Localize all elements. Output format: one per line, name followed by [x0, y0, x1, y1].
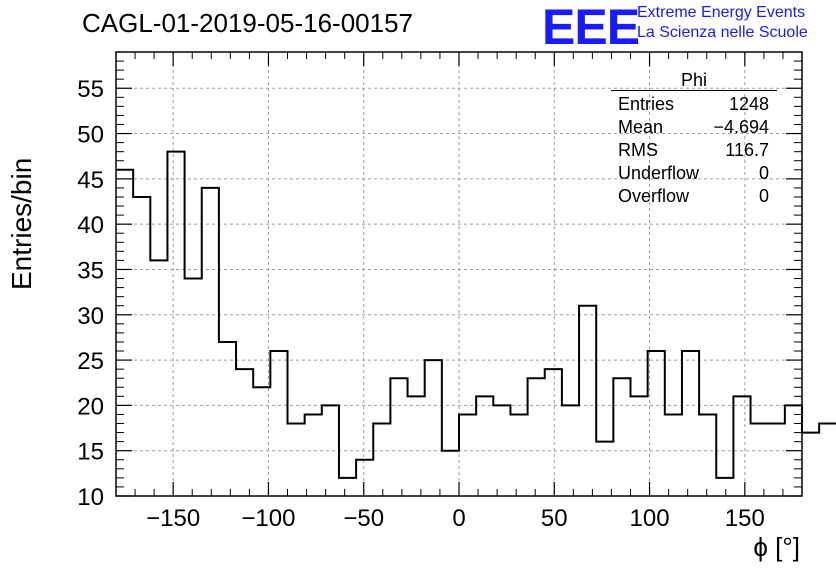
histogram-line [116, 150, 836, 479]
x-axis-label: ϕ [°] [753, 532, 800, 562]
stats-value: 116.7 [725, 140, 769, 160]
stats-value: −4.694 [713, 117, 769, 137]
x-tick-label: 150 [725, 505, 765, 532]
axis-ticks [115, 51, 803, 497]
y-tick-label: 55 [77, 76, 104, 103]
x-tick-label: 100 [630, 505, 670, 532]
y-tick-label: 20 [77, 393, 104, 420]
y-tick-labels: 10 15 20 25 30 35 40 45 50 55 [77, 76, 104, 511]
chart-title: CAGL-01-2019-05-16-00157 [82, 8, 413, 38]
eee-logo: EEE [542, 0, 640, 55]
y-tick-label: 15 [77, 439, 104, 466]
stats-row-rms: RMS 116.7 [611, 139, 777, 162]
stats-row-overflow: Overflow 0 [611, 185, 777, 208]
stats-separator [611, 90, 777, 91]
stats-value: 0 [758, 186, 769, 206]
stats-label: Mean [618, 117, 664, 137]
stats-label: RMS [618, 140, 658, 160]
y-tick-label: 35 [77, 257, 104, 284]
stats-label: Underflow [618, 163, 700, 183]
x-tick-label: −150 [146, 505, 200, 532]
x-tick-label: 0 [452, 505, 465, 532]
x-tick-labels: −150 −100 −50 0 50 100 150 [146, 505, 765, 532]
stats-row-entries: Entries 1248 [611, 93, 777, 116]
stats-label: Overflow [618, 186, 690, 206]
plot-frame [115, 51, 803, 497]
y-tick-label: 45 [77, 167, 104, 194]
stats-row-mean: Mean −4.694 [611, 116, 777, 139]
logo-line-2: La Scienza nelle Scuole [637, 24, 808, 41]
y-tick-label: 10 [77, 484, 104, 511]
x-tick-label: −50 [343, 505, 384, 532]
stats-value: 0 [758, 163, 769, 183]
stats-label: Entries [618, 94, 675, 114]
stats-row-underflow: Underflow 0 [611, 162, 777, 185]
x-tick-label: −100 [241, 505, 295, 532]
stats-title: Phi [680, 70, 707, 90]
x-tick-label: 50 [541, 505, 568, 532]
y-tick-label: 50 [77, 122, 104, 149]
y-tick-label: 30 [77, 303, 104, 330]
y-tick-label: 40 [77, 212, 104, 239]
stats-value: 1248 [728, 94, 769, 114]
stats-box: Phi Entries 1248 Mean −4.694 RMS 116.7 U… [611, 70, 777, 208]
y-axis-label: Entries/bin [6, 157, 37, 290]
y-tick-label: 25 [77, 348, 104, 375]
logo-line-1: Extreme Energy Events [637, 4, 806, 21]
